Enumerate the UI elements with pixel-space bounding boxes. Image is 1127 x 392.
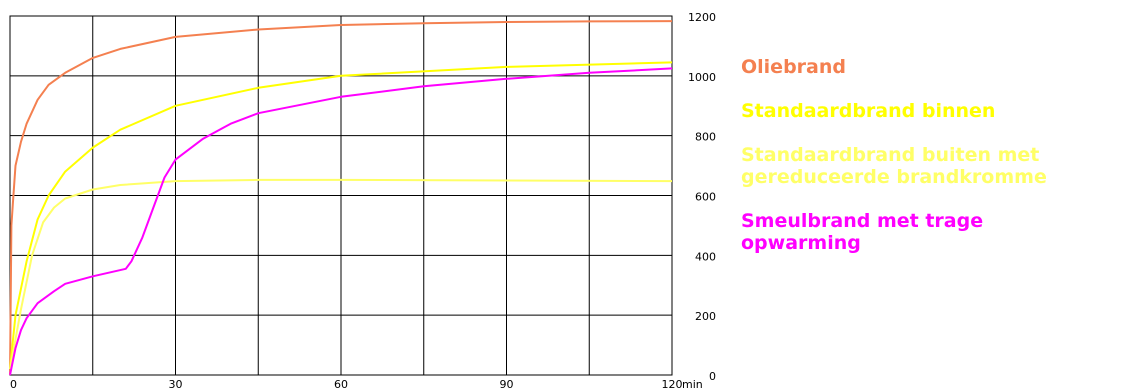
y-tick-label: 200 — [695, 310, 716, 323]
x-axis-unit-label: min — [682, 378, 703, 391]
series-line-2 — [9, 178, 673, 370]
series-line-3 — [9, 67, 673, 376]
legend-item-smeulbrand: Smeulbrand met trage opwarming — [741, 210, 984, 254]
x-tick-label: 60 — [334, 378, 348, 391]
chart-legend: Oliebrand Standaardbrand binnen Standaar… — [741, 34, 1127, 276]
x-tick-label: 120 — [662, 378, 683, 391]
x-axis-tick-labels: 0 30 60 90 120 — [10, 378, 683, 391]
y-tick-label: 400 — [695, 250, 716, 263]
y-axis-tick-labels: 0 200 400 600 800 1000 1200 — [688, 11, 716, 383]
x-tick-label: 90 — [500, 378, 514, 391]
y-tick-label: 600 — [695, 191, 716, 204]
y-tick-label: 0 — [709, 370, 716, 383]
legend-item-standaardbrand-binnen: Standaardbrand binnen — [741, 100, 996, 122]
chart-series — [9, 20, 673, 376]
legend-item-oliebrand: Oliebrand — [741, 56, 846, 78]
y-tick-label: 800 — [695, 131, 716, 144]
x-tick-label: 0 — [10, 378, 17, 391]
series-line-1 — [9, 61, 673, 370]
y-tick-label: 1000 — [688, 71, 716, 84]
x-tick-label: 30 — [169, 378, 183, 391]
series-line-0 — [9, 20, 673, 376]
y-tick-label: 1200 — [688, 11, 716, 24]
fire-curve-chart: 0 30 60 90 120 min 0 200 400 600 800 100… — [9, 11, 716, 391]
legend-item-standaardbrand-buiten: Standaardbrand buiten met gereduceerde b… — [741, 144, 1047, 188]
chart-grid — [9, 15, 673, 376]
